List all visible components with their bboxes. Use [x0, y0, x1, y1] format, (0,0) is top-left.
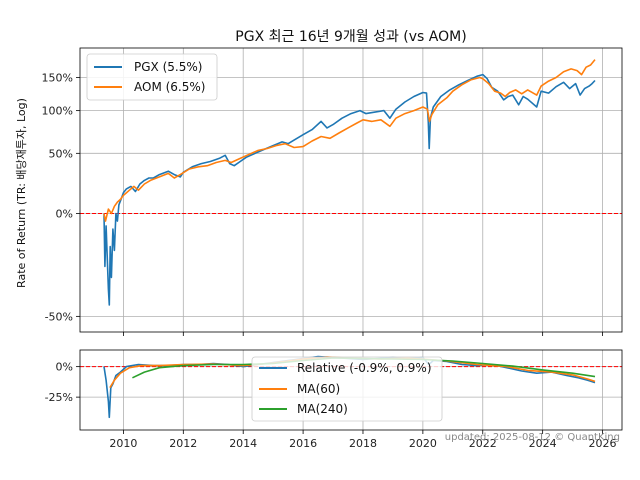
bottom-x-tick-label: 2010	[109, 437, 137, 450]
bottom-y-tick-label: 0%	[56, 361, 73, 374]
bottom-x-tick-label: 2026	[589, 437, 617, 450]
top-y-tick-label: -50%	[45, 310, 73, 323]
top-y-tick-label: 0%	[56, 207, 73, 220]
bottom-x-tick-label: 2024	[529, 437, 557, 450]
bottom-x-tick-label: 2014	[229, 437, 257, 450]
bottom-y-tick-label: -25%	[45, 391, 73, 404]
top-series-line-1	[103, 59, 596, 222]
bottom-x-tick-label: 2016	[289, 437, 317, 450]
top-y-tick-label: 50%	[49, 147, 73, 160]
top-series-line-0	[103, 73, 596, 306]
y-axis-label: Rate of Return (TR: 배당재투자, Log)	[15, 98, 28, 288]
legend-label-pgx: PGX (5.5%)	[134, 60, 202, 74]
bottom-panel: 2010 2012 2014 2016 2018 2020 2022 2024 2026 0% -2…	[45, 349, 623, 450]
top-y-tick-label: 150%	[42, 72, 73, 85]
top-y-tick-label: 100%	[42, 105, 73, 118]
bottom-legend-box	[251, 356, 443, 422]
top-tick-labels: -50% 0% 50% 100% 150%	[42, 72, 603, 336]
legend-label-relative: Relative (-0.9%, 0.9%)	[297, 361, 432, 375]
chart-title: PGX 최근 16년 9개월 성과 (vs AOM)	[235, 29, 466, 45]
bottom-x-tick-label: 2020	[409, 437, 437, 450]
top-plot-frame	[79, 47, 623, 333]
top-series	[103, 59, 596, 306]
bottom-x-tick-label: 2012	[169, 437, 197, 450]
legend-label-aom: AOM (6.5%)	[134, 80, 205, 94]
bottom-tick-labels: 2010 2012 2014 2016 2018 2020 2022 2024 2026 0% -2…	[45, 361, 617, 450]
top-legend: PGX (5.5%) AOM (6.5%)	[86, 53, 218, 101]
watermark: updated: 2025-08-12 © QuantKing	[445, 432, 620, 443]
bottom-x-tick-label: 2018	[349, 437, 377, 450]
bottom-x-tick-label: 2022	[469, 437, 497, 450]
bottom-series-line-0	[103, 355, 596, 419]
top-panel: -50% 0% 50% 100% 150% PGX (5.5%) AOM (6.5%)	[42, 47, 623, 336]
bottom-legend: Relative (-0.9%, 0.9%) MA(60) MA(240)	[251, 356, 443, 422]
top-legend-box	[86, 53, 218, 101]
legend-label-ma60: MA(60)	[297, 382, 340, 396]
legend-label-ma240: MA(240)	[297, 402, 348, 416]
bottom-plot-frame	[79, 349, 623, 431]
